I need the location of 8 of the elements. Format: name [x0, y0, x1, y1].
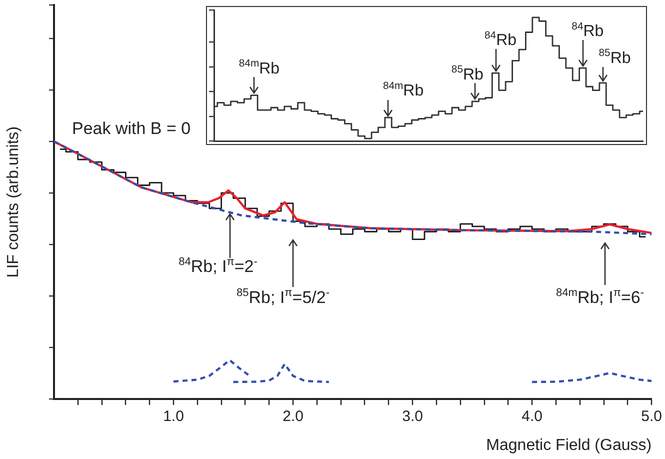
text: Peak with B = 0	[72, 119, 191, 138]
x-tick-label: 5.0	[641, 408, 662, 426]
x-tick-label: 4.0	[522, 408, 542, 426]
x-axis-title: Magnetic Field (Gauss)	[486, 436, 652, 454]
y-axis-title: LIF counts (arb.units)	[5, 126, 22, 278]
x-tick-label: 2.0	[282, 408, 304, 426]
x-tick-label: 1.0	[163, 408, 184, 426]
x-tick-label: 3.0	[402, 408, 423, 426]
